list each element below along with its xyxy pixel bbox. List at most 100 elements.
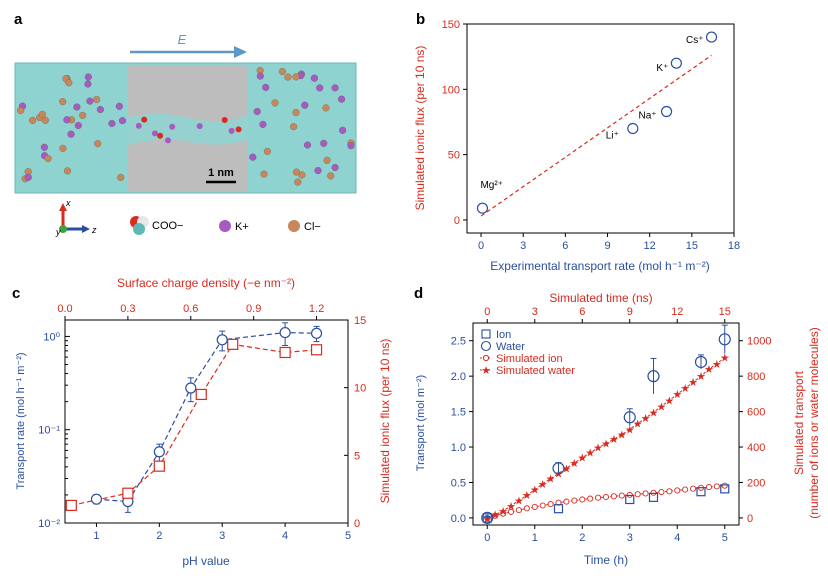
legend-sim-ion-label: Simulated ion	[496, 353, 563, 365]
c-point-flux	[153, 460, 165, 472]
d-point-sim-ion	[674, 487, 681, 494]
c-point-transport	[153, 446, 165, 458]
d-ytick-label: 2.5	[451, 336, 466, 348]
panel-b: b 0 3 6 9 12 15 18 0 50 100 150 Mg²⁺ Li⁺ Na⁺ K⁺ Cs⁺ Ex…	[413, 11, 740, 273]
ion-atom	[260, 170, 268, 178]
d-point-sim-water: ★	[561, 463, 571, 475]
ion-atom	[327, 172, 335, 180]
channel-atom	[157, 132, 164, 139]
d-top-xtick-label: 3	[532, 306, 538, 318]
c-point-transport	[185, 382, 197, 394]
d-point-ion	[553, 504, 564, 514]
d-right-ylabel-line: (number of ions or water molecules)	[807, 327, 821, 518]
ion-atom	[298, 171, 306, 179]
c-right-ytick-label: 5	[354, 450, 360, 462]
axis-z-label: z	[91, 225, 97, 235]
d-point-sim-water: ★	[609, 434, 619, 446]
ion-atom	[96, 105, 104, 114]
channel-atom	[135, 122, 142, 129]
d-ytick-label: 1.0	[451, 442, 466, 454]
c-xtick-label: 3	[219, 530, 225, 542]
d-point-sim-ion	[721, 482, 728, 489]
d-point-sim-water: ★	[498, 506, 508, 518]
legend-sim-water-label: Simulated water	[496, 365, 575, 377]
b-point-label: K⁺	[656, 63, 668, 74]
c-point-flux	[310, 344, 323, 356]
legend-water-icon	[480, 340, 492, 352]
d-xlabel: Time (h)	[584, 553, 628, 567]
d-point-sim-water: ★	[680, 383, 690, 395]
d-point-sim-ion	[595, 494, 602, 501]
chloride-sphere-icon	[288, 220, 300, 232]
d-point-water	[718, 333, 731, 346]
d-point-sim-ion	[713, 483, 720, 490]
ion-atom	[117, 173, 125, 181]
c-ytick-label: 10⁻²	[38, 518, 60, 530]
c-point-transport	[90, 493, 103, 505]
d-point-ion	[696, 487, 706, 497]
d-top-xlabel: Simulated time (ns)	[549, 291, 652, 305]
b-point	[627, 122, 639, 135]
d-top-xtick-label: 6	[579, 306, 585, 318]
d-point-sim-water: ★	[633, 419, 643, 431]
d-right-ytick-label: 400	[747, 442, 765, 454]
d-ytick-label: 0.5	[451, 477, 466, 489]
b-points: Mg²⁺ Li⁺ Na⁺ K⁺ Cs⁺	[476, 31, 718, 214]
d-xtick-label: 0	[484, 532, 490, 544]
d-point-ion	[625, 494, 635, 505]
ion-atom	[314, 167, 322, 175]
legend-sim-water-icon: ★	[481, 365, 491, 377]
d-point-sim-water: ★	[601, 438, 611, 450]
ion-atom	[67, 130, 75, 138]
b-point	[705, 31, 718, 43]
ion-atom	[115, 102, 123, 110]
d-right-ytick-label: 1000	[747, 336, 771, 348]
d-point-sim-water: ★	[672, 389, 682, 401]
d-point-sim-water: ★	[664, 395, 674, 407]
axis-x-label: x	[65, 198, 71, 208]
c-ylabel: Transport rate (mol h⁻¹ m⁻²)	[15, 352, 27, 489]
ion-atom	[294, 178, 302, 186]
ion-atom	[322, 104, 330, 112]
d-ylabel: Transport (mol m⁻²)	[415, 375, 427, 471]
d-ytick-label: 0.0	[451, 513, 466, 525]
b-point	[670, 57, 682, 69]
d-point-sim-ion	[523, 505, 530, 512]
d-point-ion	[648, 492, 659, 502]
d-xtick-label: 1	[532, 532, 538, 544]
d-point-sim-ion	[618, 492, 625, 499]
c-top-xtick-label: 0.3	[120, 303, 135, 315]
ion-atom	[24, 173, 32, 181]
d-point-sim-water: ★	[585, 448, 595, 460]
ion-atom	[108, 119, 116, 128]
d-point-sim-ion	[515, 507, 522, 514]
ion-atom	[63, 116, 71, 124]
d-point-sim-water: ★	[704, 364, 714, 376]
scale-bar-label: 1 nm	[208, 167, 234, 179]
fit-line-b	[480, 54, 712, 217]
d-point-sim-water: ★	[577, 453, 587, 465]
d-point-water	[623, 411, 636, 424]
d-xtick-label: 4	[674, 532, 680, 544]
c-top-xtick-label: 1.2	[309, 303, 324, 315]
legend-coo-label: COO−	[152, 220, 183, 232]
ion-atom	[316, 84, 324, 92]
d-right-ylabel: Simulated transport(number of ions or wa…	[792, 327, 821, 518]
c-trend-red	[71, 343, 317, 506]
c-point-transport	[279, 326, 291, 339]
panel-label-c: c	[12, 285, 20, 302]
d-point-sim-ion	[634, 491, 641, 498]
b-xlabel: Experimental transport rate (mol h⁻¹ m⁻²…	[490, 259, 709, 273]
b-point-label: Cs⁺	[686, 35, 704, 46]
d-point-sim-ion	[610, 493, 617, 500]
d-point-sim-water: ★	[522, 490, 532, 502]
b-xtick-label: 18	[728, 240, 740, 252]
d-point-sim-ion	[507, 508, 515, 515]
c-right-ylabel: Simulated ionic flux (per 10 ns)	[378, 339, 392, 504]
b-ytick-label: 100	[442, 84, 460, 96]
ion-atom	[59, 144, 67, 152]
channel-atom	[165, 137, 171, 144]
d-point-sim-ion	[682, 486, 689, 493]
d-point-sim-water: ★	[506, 501, 516, 513]
ion-atom	[290, 123, 298, 131]
